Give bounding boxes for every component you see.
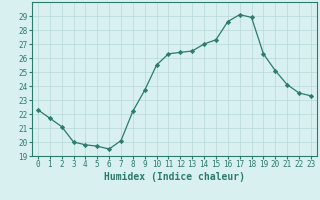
X-axis label: Humidex (Indice chaleur): Humidex (Indice chaleur) <box>104 172 245 182</box>
